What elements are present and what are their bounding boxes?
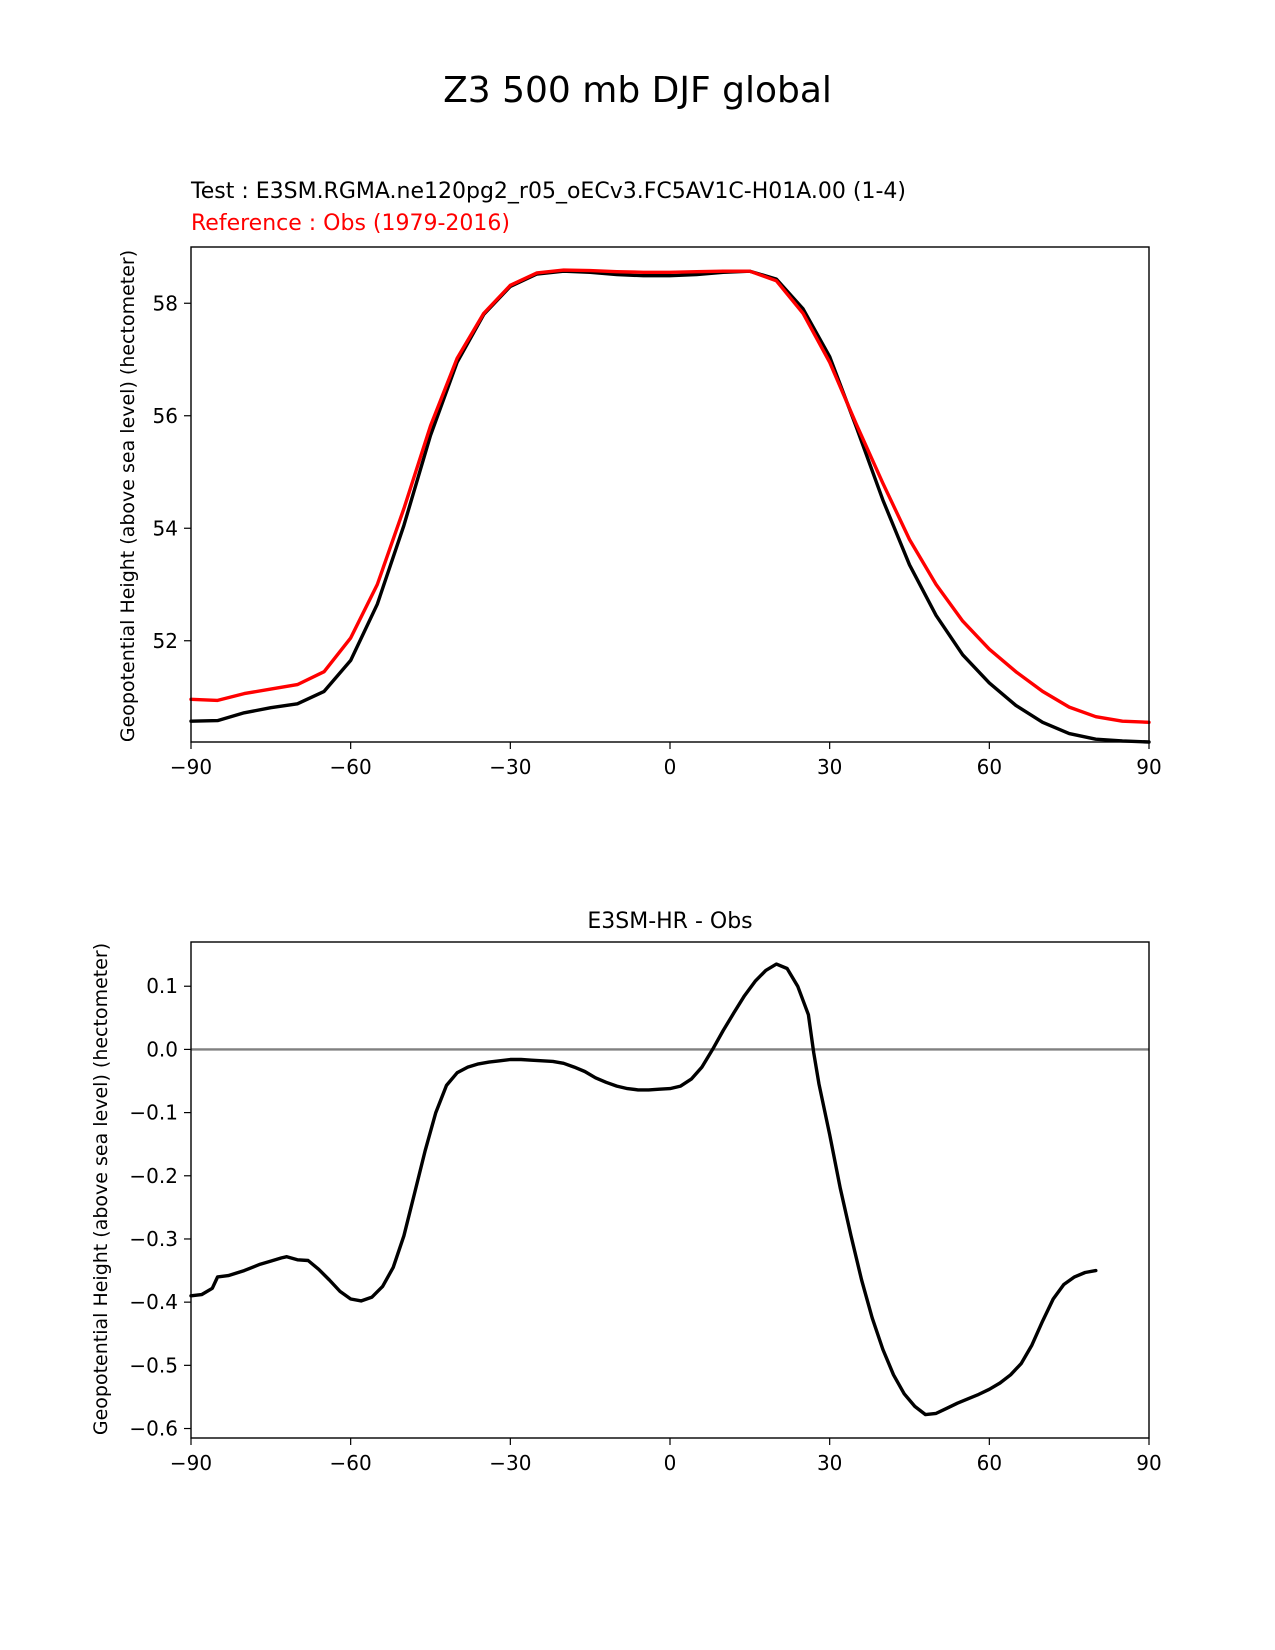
bottom-panel: E3SM-HR - Obs Geopotential Height (above…: [90, 909, 1162, 1475]
bottom-x-tick-label: −30: [489, 1451, 531, 1475]
bottom-plot-frame: [190, 941, 1150, 1439]
top-x-tick-label: 30: [817, 755, 842, 779]
bottom-y-tick-label: −0.3: [129, 1227, 178, 1251]
top-series-reference: [189, 268, 1151, 724]
top-y-tick-label: 54: [153, 516, 178, 540]
top-x-tick-label: −60: [330, 755, 372, 779]
bottom-y-tick-label: −0.1: [129, 1101, 178, 1125]
bottom-y-ticks: 0.1 0.0 −0.1 −0.2 −0.3 −0.4 −0.5 −0.6: [129, 974, 191, 1441]
top-y-ticks: 52 54 56 58: [153, 291, 191, 653]
top-x-tick-label: 90: [1136, 755, 1161, 779]
top-x-tick-label: 60: [977, 755, 1002, 779]
top-x-tick-label: −30: [489, 755, 531, 779]
bottom-x-tick-label: −60: [330, 1451, 372, 1475]
bottom-y-tick-label: −0.2: [129, 1164, 178, 1188]
bottom-y-tick-label: −0.5: [129, 1353, 178, 1377]
bottom-y-tick-label: 0.0: [146, 1037, 178, 1061]
figure-title: Z3 500 mb DJF global: [443, 70, 832, 111]
bottom-y-axis-label: Geopotential Height (above sea level) (h…: [90, 943, 112, 1435]
top-x-ticks: −90 −60 −30 0 30 60 90: [170, 742, 1162, 779]
bottom-y-tick-label: −0.6: [129, 1417, 178, 1441]
test-label: Test : E3SM.RGMA.ne120pg2_r05_oECv3.FC5A…: [190, 179, 906, 204]
top-y-axis-label: Geopotential Height (above sea level) (h…: [117, 250, 139, 742]
bottom-x-tick-label: 0: [664, 1451, 677, 1475]
top-y-tick-label: 58: [153, 291, 178, 315]
bottom-series-group: [189, 962, 1098, 1417]
bottom-series-e3sm-hr-obs: [189, 962, 1098, 1417]
top-series-group: [189, 268, 1151, 744]
top-x-tick-label: −90: [170, 755, 212, 779]
top-y-tick-label: 52: [153, 629, 178, 653]
bottom-x-tick-label: 60: [977, 1451, 1002, 1475]
top-plot-frame: [190, 246, 1150, 743]
bottom-y-tick-label: 0.1: [146, 974, 178, 998]
bottom-x-tick-label: −90: [170, 1451, 212, 1475]
bottom-title: E3SM-HR - Obs: [587, 909, 752, 934]
reference-label: Reference : Obs (1979-2016): [191, 211, 510, 236]
top-series-test: [189, 269, 1151, 744]
top-x-tick-label: 0: [664, 755, 677, 779]
bottom-x-tick-label: 30: [817, 1451, 842, 1475]
top-y-tick-label: 56: [153, 404, 178, 428]
bottom-x-ticks: −90 −60 −30 0 30 60 90: [170, 1438, 1162, 1475]
bottom-x-tick-label: 90: [1136, 1451, 1161, 1475]
top-panel: Test : E3SM.RGMA.ne120pg2_r05_oECv3.FC5A…: [117, 179, 1162, 779]
bottom-y-tick-label: −0.4: [129, 1290, 178, 1314]
